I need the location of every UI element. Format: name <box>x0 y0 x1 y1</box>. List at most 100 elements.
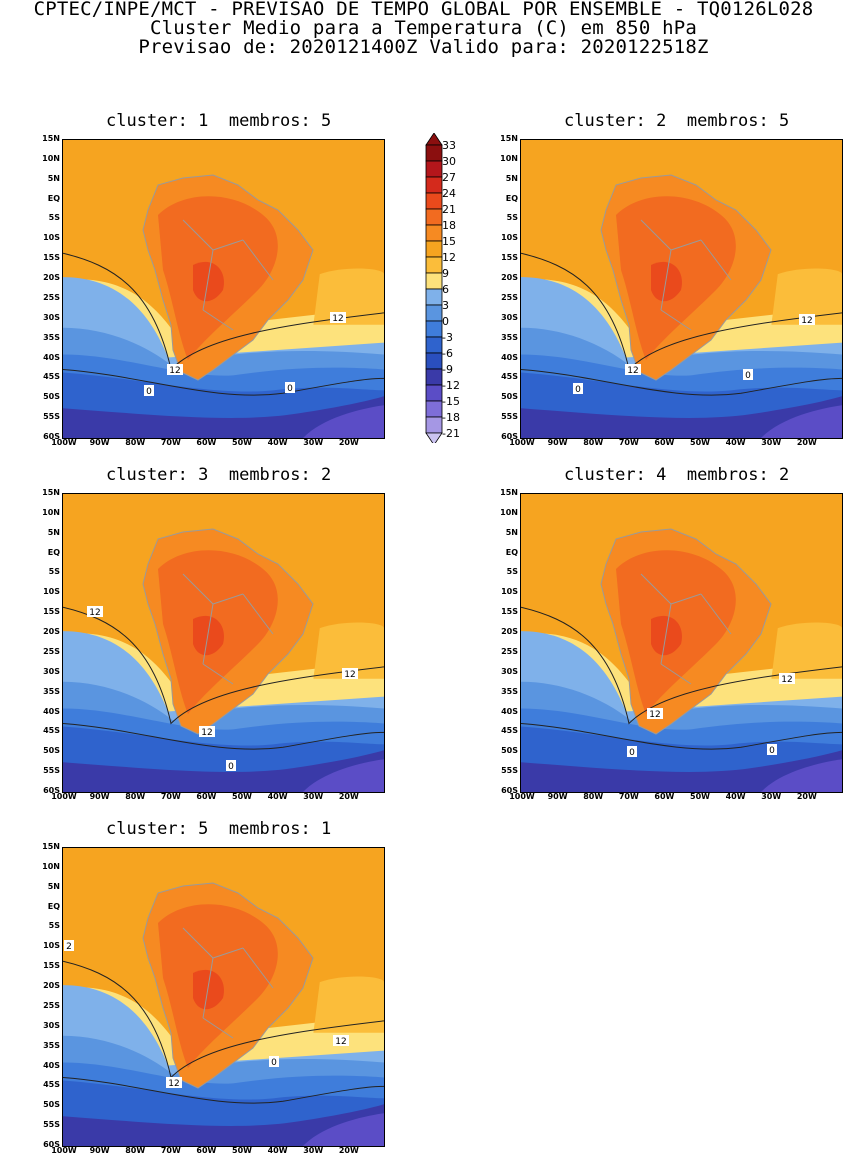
longitude-tick: 100W <box>51 1146 77 1155</box>
longitude-axis: 100W 90W 80W 70W 60W 50W 40W 30W 20W <box>509 438 841 448</box>
latitude-tick: 30S <box>501 666 518 676</box>
colorbar-max-arrow <box>425 132 443 146</box>
latitude-tick: 50S <box>501 392 518 402</box>
latitude-tick: 15S <box>43 607 60 617</box>
latitude-tick: 40S <box>501 706 518 716</box>
temperature-map: 2 12 12 0 <box>62 847 385 1147</box>
longitude-tick: 30W <box>303 438 324 447</box>
latitude-tick: 15S <box>501 253 518 263</box>
latitude-axis: 15N 10N 5N EQ 5S 10S 15S 20S 25S 30S 35S 40S 45S 50S 5… <box>22 489 60 795</box>
contour-label: 12 <box>330 312 346 324</box>
latitude-tick: EQ <box>47 193 60 203</box>
latitude-tick: 15N <box>500 488 518 497</box>
contour-label: 12 <box>166 1077 182 1089</box>
latitude-tick: 20S <box>43 627 60 637</box>
latitude-tick: 10N <box>42 861 60 871</box>
colorbar-level: 0 <box>442 315 449 328</box>
contour-label: 12 <box>167 364 183 376</box>
latitude-tick: EQ <box>47 901 60 911</box>
colorbar-swatch <box>425 320 443 338</box>
contour-0 <box>521 722 842 750</box>
latitude-tick: 35S <box>43 686 60 696</box>
contour-label: 0 <box>767 744 777 756</box>
latitude-tick: 40S <box>43 1060 60 1070</box>
colorbar-swatch <box>425 352 443 370</box>
cluster-label: cluster: 3 <box>106 465 209 485</box>
latitude-tick: 25S <box>501 646 518 656</box>
latitude-tick: 45S <box>43 1080 60 1090</box>
latitude-tick: 40S <box>501 352 518 362</box>
latitude-tick: 5N <box>505 173 518 183</box>
contour-label: 12 <box>333 1035 349 1047</box>
contour-label: 12 <box>625 364 641 376</box>
latitude-tick: 55S <box>43 766 60 776</box>
colorbar-level: 3 <box>442 299 449 312</box>
latitude-tick: 25S <box>501 292 518 302</box>
title-line-3: Previsao de: 2020121400Z Valido para: 20… <box>138 36 709 58</box>
colorbar-level: 18 <box>442 219 456 232</box>
colorbar-level: -6 <box>442 347 453 360</box>
continent-max-area <box>193 615 224 656</box>
latitude-tick: 50S <box>43 1100 60 1110</box>
latitude-tick: 25S <box>43 1000 60 1010</box>
country-borders <box>142 174 314 381</box>
field-band <box>521 750 842 792</box>
colorbar-level: 15 <box>442 235 456 248</box>
longitude-tick: 70W <box>160 1146 181 1155</box>
svg-text:12: 12 <box>801 316 812 326</box>
latitude-tick: EQ <box>505 547 518 557</box>
colorbar-level: -18 <box>442 411 460 424</box>
latitude-axis: 15N 10N 5N EQ 5S 10S 15S 20S 25S 30S 35S 40S 45S 50S 5… <box>480 135 518 441</box>
colorbar-scale <box>425 132 443 446</box>
latitude-axis: 15N 10N 5N EQ 5S 10S 15S 20S 25S 30S 35S 40S 45S 50S 5… <box>22 843 60 1149</box>
contour-label: 12 <box>342 668 358 680</box>
temperature-map: 12 12 0 0 <box>520 493 843 793</box>
latitude-tick: 55S <box>501 766 518 776</box>
latitude-tick: 10N <box>500 153 518 163</box>
members-label: membros: 5 <box>228 111 332 131</box>
title-line-2: Cluster Medio para a Temperatura (C) em … <box>149 17 698 39</box>
latitude-tick: 40S <box>43 706 60 716</box>
colorbar-swatch <box>425 304 443 322</box>
latitude-tick: 20S <box>501 627 518 637</box>
members-label: membros: 1 <box>228 819 332 839</box>
panel-title: cluster: 1 membros: 5 <box>106 111 331 131</box>
colorbar-level: -12 <box>442 379 460 392</box>
latitude-tick: 60S <box>43 786 60 795</box>
longitude-tick: 60W <box>654 438 675 447</box>
cluster-label: cluster: 2 <box>564 111 667 131</box>
latitude-tick: 35S <box>43 1040 60 1050</box>
svg-text:0: 0 <box>271 1058 277 1068</box>
contour-0 <box>63 722 384 750</box>
latitude-tick: 30S <box>43 666 60 676</box>
latitude-tick: 55S <box>43 1120 60 1130</box>
latitude-tick: 45S <box>43 726 60 736</box>
figure-title: CPTEC/INPE/MCT - PREVISAO DE TEMPO GLOBA… <box>0 0 847 57</box>
temperature-map: 12 12 0 0 <box>62 139 385 439</box>
latitude-tick: 35S <box>43 332 60 342</box>
latitude-tick: 45S <box>501 726 518 736</box>
longitude-tick: 80W <box>583 792 604 801</box>
longitude-tick: 100W <box>51 792 77 801</box>
field-band <box>63 1104 384 1146</box>
latitude-tick: 15S <box>501 607 518 617</box>
contour-label: 12 <box>647 708 663 720</box>
latitude-tick: 10N <box>500 507 518 517</box>
longitude-tick: 50W <box>690 792 710 801</box>
contour-12 <box>521 606 842 725</box>
latitude-tick: 20S <box>43 981 60 991</box>
longitude-tick: 20W <box>338 792 359 801</box>
latitude-tick: 25S <box>43 646 60 656</box>
latitude-tick: 45S <box>501 372 518 382</box>
latitude-tick: 10S <box>43 233 60 243</box>
longitude-tick: 70W <box>618 792 639 801</box>
contour-0 <box>521 368 842 396</box>
svg-text:12: 12 <box>335 1037 346 1047</box>
colorbar-swatch <box>425 400 443 418</box>
colorbar-level: 27 <box>442 171 456 184</box>
colorbar-swatch <box>425 176 443 194</box>
contour-label: 12 <box>87 606 103 618</box>
latitude-tick: 55S <box>43 412 60 422</box>
latitude-tick: 15S <box>43 253 60 263</box>
longitude-tick: 50W <box>690 438 710 447</box>
